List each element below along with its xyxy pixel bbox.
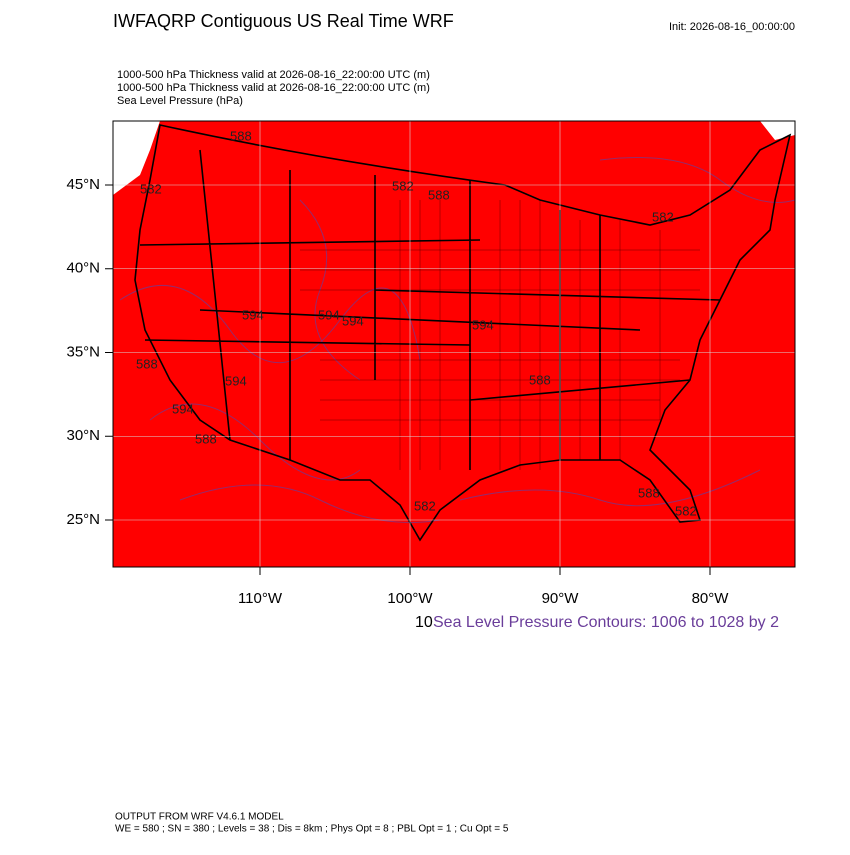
- lat-tick-label: 40°N: [66, 260, 100, 277]
- footer: WE = 580 ; SN = 380 ; Levels = 38 ; Dis …: [115, 824, 509, 835]
- title: IWFAQRP Contiguous US Real Time WRF: [113, 11, 454, 31]
- subtitle: 1000-500 hPa Thickness valid at 2026-08-…: [117, 82, 430, 94]
- contour-label: 594: [342, 313, 364, 328]
- contour-label: 582: [140, 181, 162, 196]
- lon-tick-label: 100°W: [387, 590, 433, 607]
- contour-label: 594: [225, 373, 247, 388]
- contour-label: 582: [652, 209, 674, 224]
- lat-tick-label: 35°N: [66, 343, 100, 360]
- axes: 45°N 40°N 35°N 30°N 25°N 110°W 100°W 90°W 80°W: [66, 176, 729, 607]
- county-lines: [300, 200, 700, 470]
- contour-label: 588: [529, 372, 551, 387]
- contour-label: 588: [638, 485, 660, 500]
- contour-label: 588: [428, 187, 450, 202]
- footer: OUTPUT FROM WRF V4.6.1 MODEL: [115, 812, 284, 823]
- subtitle: Sea Level Pressure (hPa): [117, 95, 243, 107]
- contour-label: 594: [472, 317, 494, 332]
- legend-prefix: 10: [415, 614, 433, 631]
- contour-label: 594: [172, 401, 194, 416]
- lon-tick-label: 80°W: [692, 590, 730, 607]
- contour-label: 582: [392, 178, 414, 193]
- graticule: [113, 121, 795, 567]
- lon-tick-label: 90°W: [542, 590, 580, 607]
- init-time: Init: 2026-08-16_00:00:00: [669, 21, 795, 33]
- map-frame: [112, 120, 796, 568]
- contour-label: 582: [414, 498, 436, 513]
- lat-tick-label: 25°N: [66, 511, 100, 528]
- contour-label: 594: [242, 307, 264, 322]
- lat-tick-label: 30°N: [66, 427, 100, 444]
- contour-label: 594: [318, 307, 340, 322]
- contour-label: 582: [675, 503, 697, 518]
- contour-label: 588: [195, 431, 217, 446]
- no-data: [113, 121, 160, 195]
- contour-label: 588: [136, 356, 158, 371]
- lat-tick-label: 45°N: [66, 176, 100, 193]
- legend-text: Sea Level Pressure Contours: 1006 to 102…: [433, 614, 779, 631]
- subtitle: 1000-500 hPa Thickness valid at 2026-08-…: [117, 69, 430, 81]
- contour-label: 588: [230, 128, 252, 143]
- lon-tick-label: 110°W: [238, 590, 283, 607]
- no-data: [760, 121, 795, 140]
